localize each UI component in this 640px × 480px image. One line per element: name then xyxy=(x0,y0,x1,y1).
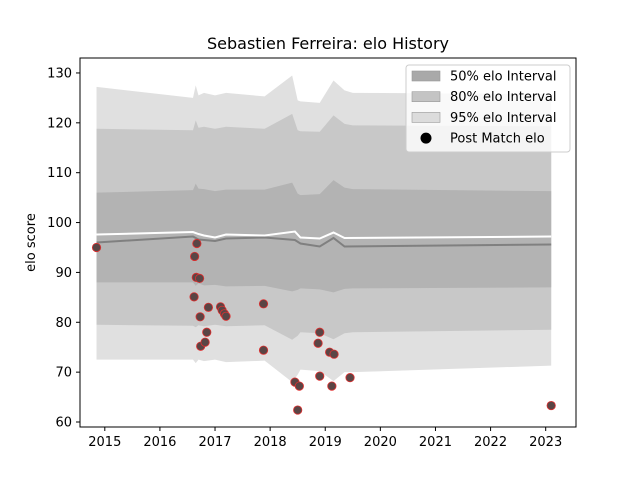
post-match-point xyxy=(194,273,205,283)
legend-swatch xyxy=(411,112,441,123)
post-match-point xyxy=(200,337,210,347)
post-match-point xyxy=(315,327,325,337)
y-tick-label: 60 xyxy=(55,416,72,431)
post-match-point xyxy=(192,238,202,249)
y-tick-label: 100 xyxy=(47,216,72,231)
post-match-point xyxy=(315,371,325,381)
legend-swatch xyxy=(411,70,441,82)
post-match-point xyxy=(258,299,269,309)
y-tick-label: 120 xyxy=(47,116,72,131)
legend-swatch-dot xyxy=(420,132,432,144)
line-4 xyxy=(96,230,552,240)
post-match-point xyxy=(258,345,269,355)
x-tick-label: 2015 xyxy=(88,435,121,450)
y-tick-label: 90 xyxy=(55,266,72,281)
y-axis-label: elo score xyxy=(24,213,39,272)
post-match-point xyxy=(221,311,231,321)
plot-frame xyxy=(79,57,577,428)
y-tick-label: 110 xyxy=(47,166,72,181)
y-tick-label: 130 xyxy=(47,66,72,81)
legend-box xyxy=(405,64,571,153)
x-tick-label: 2016 xyxy=(143,435,176,450)
x-tick-label: 2018 xyxy=(254,435,287,450)
legend: 50% elo Interval 80% elo Interval 95% elo … xyxy=(405,64,571,153)
post-match-point xyxy=(313,338,323,348)
x-tick-label: 2023 xyxy=(529,435,562,450)
chart-title: Sebastien Ferreira: elo History xyxy=(207,34,449,53)
legend-swatch xyxy=(411,91,441,102)
legend-label: 50% elo Interval xyxy=(450,70,557,85)
post-match-point xyxy=(294,381,304,391)
post-match-point xyxy=(546,400,556,411)
post-match-point xyxy=(190,251,200,262)
y-tick-label: 80 xyxy=(55,316,72,331)
x-tick-label: 2019 xyxy=(309,435,342,450)
post-match-point xyxy=(345,373,355,383)
y-tick-label: 70 xyxy=(55,366,72,381)
x-tick-label: 2017 xyxy=(198,435,231,450)
post-match-point xyxy=(203,302,214,312)
post-match-point xyxy=(327,381,337,391)
post-match-point xyxy=(195,312,205,322)
axes: 2015 2016 2017 2018 2019 2020 2021 2022 2023 60 70… xyxy=(47,66,562,450)
legend-label: 80% elo Interval xyxy=(450,90,557,105)
post-match-point xyxy=(91,242,102,253)
post-match-point xyxy=(189,292,199,302)
legend-label: Post Match elo xyxy=(450,132,545,147)
post-match-point xyxy=(293,405,303,415)
post-match-point xyxy=(202,327,212,337)
x-tick-label: 2020 xyxy=(364,435,397,450)
post-match-point xyxy=(329,349,339,359)
x-tick-label: 2022 xyxy=(474,435,507,450)
legend-label: 95% elo Interval xyxy=(450,111,557,126)
x-tick-label: 2021 xyxy=(419,435,452,450)
